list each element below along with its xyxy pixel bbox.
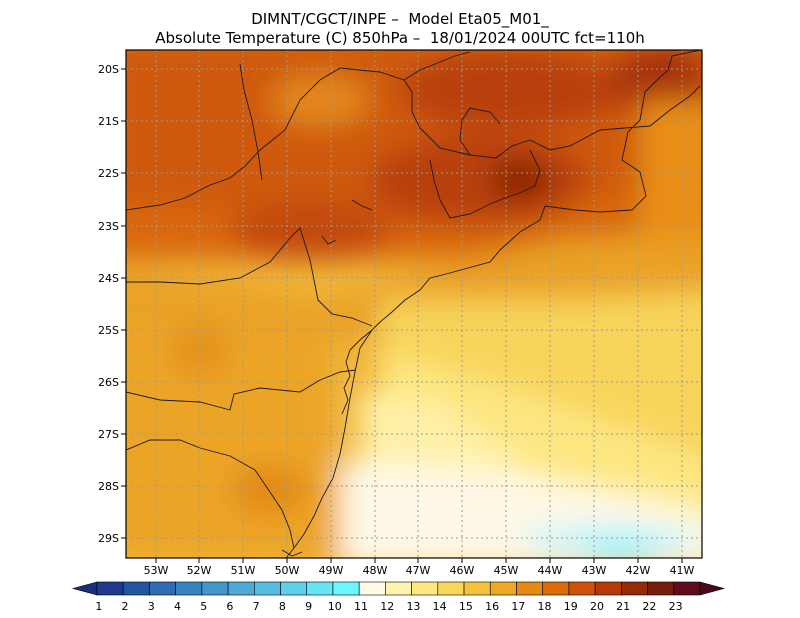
lat-label: 20S bbox=[98, 63, 119, 76]
colorbar-swatch bbox=[568, 581, 596, 596]
colorbar-swatch bbox=[358, 581, 386, 596]
lon-label: 46W bbox=[450, 564, 475, 577]
latitude-axis: 20S 21S 22S 23S 24S 25S 26S 27S 28S 29S bbox=[98, 63, 126, 545]
map-frame bbox=[125, 49, 703, 559]
colorbar-swatch bbox=[96, 581, 124, 596]
colorbar-label: 10 bbox=[328, 600, 342, 613]
colorbar-label: 11 bbox=[354, 600, 368, 613]
lat-label: 29S bbox=[98, 532, 119, 545]
colorbar-swatch bbox=[647, 581, 675, 596]
colorbar-label: 15 bbox=[459, 600, 473, 613]
colorbar-label: 5 bbox=[200, 600, 207, 613]
coastline-and-borders bbox=[126, 50, 701, 558]
colorbar-swatch bbox=[254, 581, 281, 596]
colorbar-swatch bbox=[542, 581, 570, 596]
lat-label: 26S bbox=[98, 376, 119, 389]
lat-label: 24S bbox=[98, 272, 119, 285]
colorbar-swatch bbox=[227, 581, 255, 596]
colorbar-label: 12 bbox=[380, 600, 394, 613]
colorbar-swatch bbox=[673, 581, 701, 596]
colorbar-label: 16 bbox=[485, 600, 499, 613]
lon-label: 50W bbox=[275, 564, 300, 577]
lon-label: 43W bbox=[582, 564, 607, 577]
lat-label: 28S bbox=[98, 480, 119, 493]
lat-label: 23S bbox=[98, 220, 119, 233]
lon-label: 45W bbox=[494, 564, 519, 577]
colorbar-swatch bbox=[516, 581, 543, 596]
colorbar-label: 14 bbox=[433, 600, 447, 613]
lat-label: 25S bbox=[98, 324, 119, 337]
lon-label: 52W bbox=[187, 564, 212, 577]
colorbar-low-arrow bbox=[71, 581, 98, 596]
colorbar-label: 17 bbox=[511, 600, 525, 613]
colorbar-label: 4 bbox=[174, 600, 181, 613]
colorbar-swatch bbox=[332, 581, 360, 596]
colorbar-label: 6 bbox=[226, 600, 233, 613]
lat-label: 27S bbox=[98, 428, 119, 441]
colorbar-swatch bbox=[122, 581, 150, 596]
colorbar-label: 8 bbox=[279, 600, 286, 613]
colorbar-swatch bbox=[385, 581, 412, 596]
longitude-axis: 53W 52W 51W 50W 49W 48W 47W 46W 45W 44W … bbox=[144, 558, 695, 577]
colorbar-label: 9 bbox=[305, 600, 312, 613]
lon-label: 41W bbox=[670, 564, 695, 577]
lat-label: 22S bbox=[98, 167, 119, 180]
colorbar-label: 23 bbox=[669, 600, 683, 613]
colorbar-swatch bbox=[306, 581, 334, 596]
colorbar-swatch bbox=[175, 581, 203, 596]
lon-label: 44W bbox=[538, 564, 563, 577]
colorbar: 1 2 3 4 5 6 7 8 9 10 11 12 13 14 15 16 17 18 19 20 21 22 23 bbox=[71, 581, 726, 613]
colorbar-swatch bbox=[411, 581, 439, 596]
colorbar-label: 22 bbox=[642, 600, 656, 613]
colorbar-label: 20 bbox=[590, 600, 604, 613]
colorbar-swatch bbox=[594, 581, 622, 596]
lat-lon-grid bbox=[126, 50, 702, 558]
colorbar-swatch bbox=[621, 581, 648, 596]
lon-label: 47W bbox=[406, 564, 431, 577]
colorbar-label: 3 bbox=[148, 600, 155, 613]
map-title-line-1: DIMNT/CGCT/INPE – Model Eta05_M01_ bbox=[251, 10, 549, 28]
colorbar-swatch bbox=[489, 581, 517, 596]
colorbar-label: 1 bbox=[95, 600, 102, 613]
colorbar-high-arrow bbox=[699, 581, 726, 596]
colorbar-label: 13 bbox=[406, 600, 420, 613]
lon-label: 42W bbox=[626, 564, 651, 577]
colorbar-swatch bbox=[463, 581, 491, 596]
colorbar-label: 7 bbox=[253, 600, 260, 613]
colorbar-label: 18 bbox=[538, 600, 552, 613]
colorbar-swatch bbox=[149, 581, 176, 596]
colorbar-swatch bbox=[201, 581, 229, 596]
map-title-line-2: Absolute Temperature (C) 850hPa – 18/01/… bbox=[155, 29, 645, 47]
lat-label: 21S bbox=[98, 115, 119, 128]
lon-label: 49W bbox=[319, 564, 344, 577]
colorbar-label: 2 bbox=[122, 600, 129, 613]
colorbar-swatch bbox=[437, 581, 465, 596]
colorbar-label: 21 bbox=[616, 600, 630, 613]
colorbar-label: 19 bbox=[564, 600, 578, 613]
lon-label: 53W bbox=[144, 564, 169, 577]
lon-label: 51W bbox=[231, 564, 256, 577]
colorbar-swatch bbox=[280, 581, 308, 596]
lon-label: 48W bbox=[363, 564, 388, 577]
temperature-field bbox=[126, 50, 702, 558]
